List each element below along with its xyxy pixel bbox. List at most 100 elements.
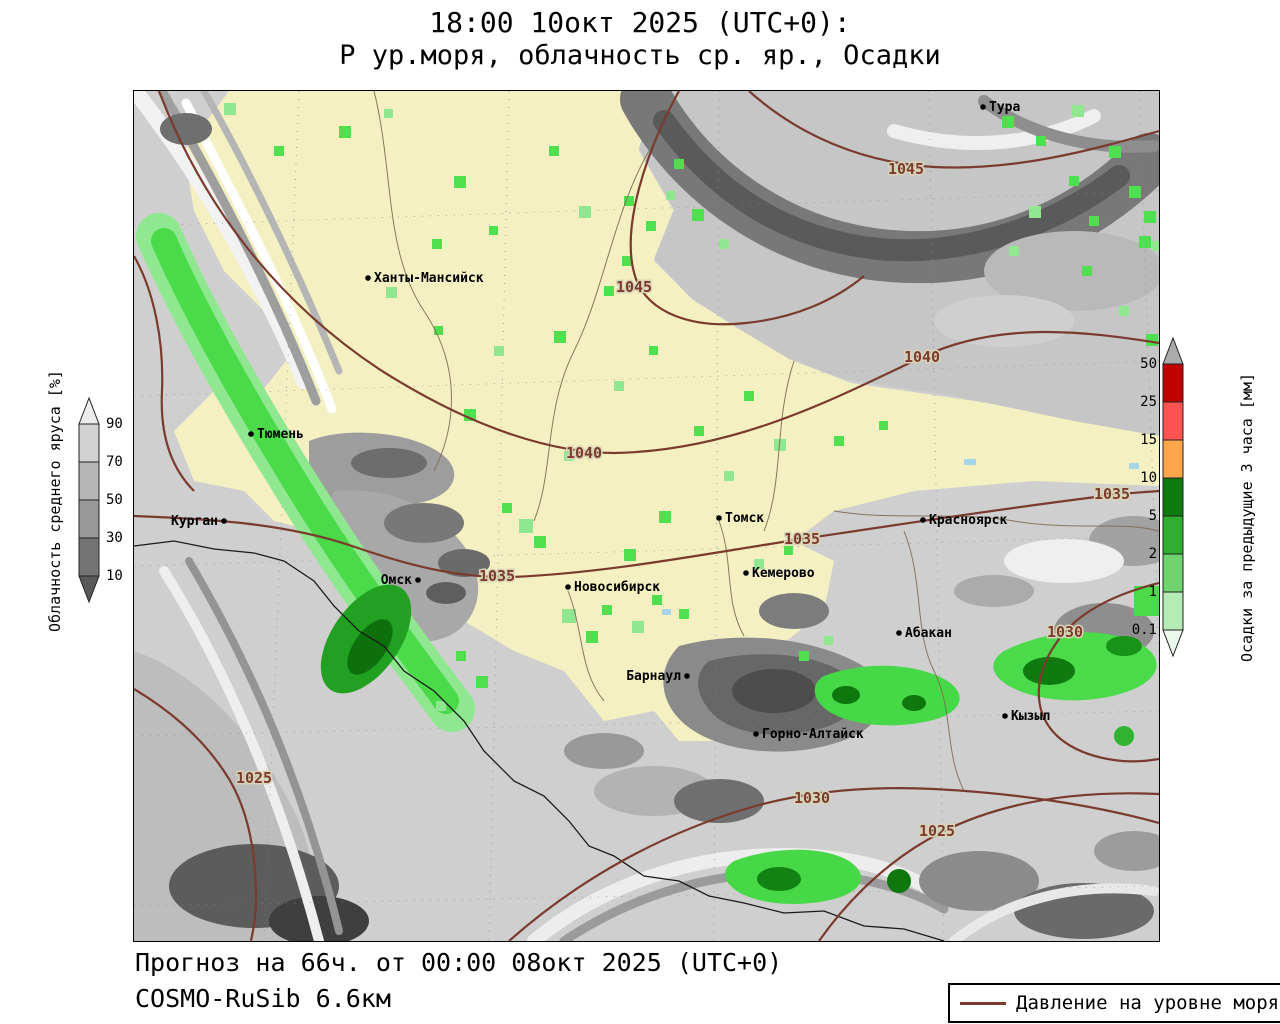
precip-pixel <box>1144 211 1156 223</box>
precip-pixel <box>489 226 498 235</box>
precip-pixel <box>386 287 397 298</box>
precip-pixel <box>456 651 466 661</box>
precip-pixel <box>879 421 888 430</box>
precip-pixel <box>799 651 809 661</box>
isobar-value-label: 1025 <box>236 769 272 787</box>
precip-pixel <box>436 701 446 711</box>
precip-colorbar: 50 25 15 10 5 2 1 0.1 <box>1132 336 1184 661</box>
precip-pixel <box>224 103 236 115</box>
precip-pixel <box>624 196 634 206</box>
precip-pixel <box>534 536 546 548</box>
colorbar-tick: 30 <box>106 530 123 546</box>
precip-pixel <box>549 146 559 156</box>
city-label: Абакан <box>905 626 952 641</box>
graticule <box>134 91 1159 941</box>
city-label: Курган <box>171 514 218 529</box>
city-label: Омск <box>381 573 412 588</box>
precip-pixel <box>384 109 393 118</box>
pressure-legend-label: Давление на уровне моря <box>1016 992 1280 1014</box>
isobar-value-label: 1035 <box>1094 485 1130 503</box>
precip-pixel <box>1009 246 1019 256</box>
isobar-value-label: 1045 <box>888 160 924 178</box>
isobar-value-label: 1045 <box>616 278 652 296</box>
city-label: Тура <box>989 100 1020 115</box>
precip-pixel <box>562 609 576 623</box>
precip-pixel <box>834 436 844 446</box>
precip-pixel <box>1072 105 1084 117</box>
precip-pixel <box>824 636 833 645</box>
precip-pixel <box>274 146 284 156</box>
weather-map: 1045 1045 1040 1040 1035 1035 1035 1030 1030 1025… <box>133 90 1160 942</box>
city-dot <box>415 577 421 583</box>
precip-pixel <box>622 256 632 266</box>
precip-pixel <box>519 519 533 533</box>
precip-pixel <box>604 286 614 296</box>
isobar-value-label: 1035 <box>479 567 515 585</box>
city-dot <box>684 673 690 679</box>
pressure-legend-box: Давление на уровне моря <box>948 983 1280 1023</box>
precip-pixel <box>1082 266 1092 276</box>
precip-pixel <box>339 126 351 138</box>
colorbar-tick: 5 <box>1148 508 1157 524</box>
city-label: Горно-Алтайск <box>762 727 864 742</box>
city-dot <box>716 515 722 521</box>
isobar-value-label: 1040 <box>566 444 602 462</box>
precip-pixel <box>454 176 466 188</box>
precip-pixel <box>692 209 704 221</box>
city-label: Кызыл <box>1011 709 1050 724</box>
isobar-value-label: 1030 <box>1047 623 1083 641</box>
precip-pixel <box>646 221 656 231</box>
colorbar-tick: 2 <box>1148 546 1157 562</box>
cloud-colorbar-label: Облачность среднего яруса [%] <box>46 370 64 632</box>
page-title-fields: P ур.моря, облачность ср. яр., Осадки <box>339 40 941 71</box>
city-label: Кемерово <box>752 566 815 581</box>
precip-pixel <box>694 426 704 436</box>
forecast-info-line: Прогноз на 66ч. от 00:00 08окт 2025 (UTC… <box>135 948 783 977</box>
isobar-layer <box>134 91 1159 941</box>
city-label: Новосибирск <box>574 580 660 595</box>
precip-pixel <box>1029 206 1041 218</box>
colorbar-tick: 70 <box>106 454 123 470</box>
precip-pixel <box>1129 186 1141 198</box>
precip-pixel <box>1139 236 1151 248</box>
isobar-label-layer: 1045 1045 1040 1040 1035 1035 1035 1030 1030 1025… <box>234 159 1131 842</box>
precip-pixel <box>579 206 591 218</box>
model-name-line: COSMO-RuSib 6.6км <box>135 984 391 1013</box>
precip-pixel <box>659 511 671 523</box>
pressure-line-sample <box>960 1001 1006 1005</box>
precip-pixel <box>784 546 793 555</box>
precip-pixel <box>502 503 512 513</box>
admin-borders-layer <box>134 91 1159 941</box>
precip-pixel <box>1089 216 1099 226</box>
precip-pixel <box>1002 116 1014 128</box>
precip-pixel <box>494 346 504 356</box>
precip-pixel <box>1069 176 1079 186</box>
precip-pixel <box>1119 306 1129 316</box>
city-dot <box>565 584 571 590</box>
precip-pixel <box>632 621 644 633</box>
precip-pixel <box>744 391 754 401</box>
city-dot <box>1002 713 1008 719</box>
precip-pixel <box>724 471 734 481</box>
precip-pixel <box>432 239 442 249</box>
precip-pixel <box>679 609 689 619</box>
city-dot <box>365 275 371 281</box>
precip-pixel <box>1146 334 1158 346</box>
precip-pixel <box>602 605 612 615</box>
precip-pixel <box>554 331 566 343</box>
precip-pixel <box>754 559 764 569</box>
weather-map-canvas: 1045104510401040103510351035103010301025… <box>134 91 1159 941</box>
colorbar-tick: 50 <box>1140 356 1157 372</box>
colorbar-tick: 50 <box>106 492 123 508</box>
city-dot <box>248 431 254 437</box>
precip-pixel <box>1152 241 1159 251</box>
city-label: Тюмень <box>257 427 304 442</box>
precip-pixel <box>564 451 574 461</box>
precipitation-layer <box>136 103 1159 904</box>
city-label: Ханты-Мансийск <box>374 271 484 286</box>
colorbar-tick: 25 <box>1140 394 1157 410</box>
cloud-cover-colorbar: 90 70 50 30 10 <box>78 396 123 607</box>
city-dot <box>753 731 759 737</box>
precip-pixel <box>666 191 675 200</box>
